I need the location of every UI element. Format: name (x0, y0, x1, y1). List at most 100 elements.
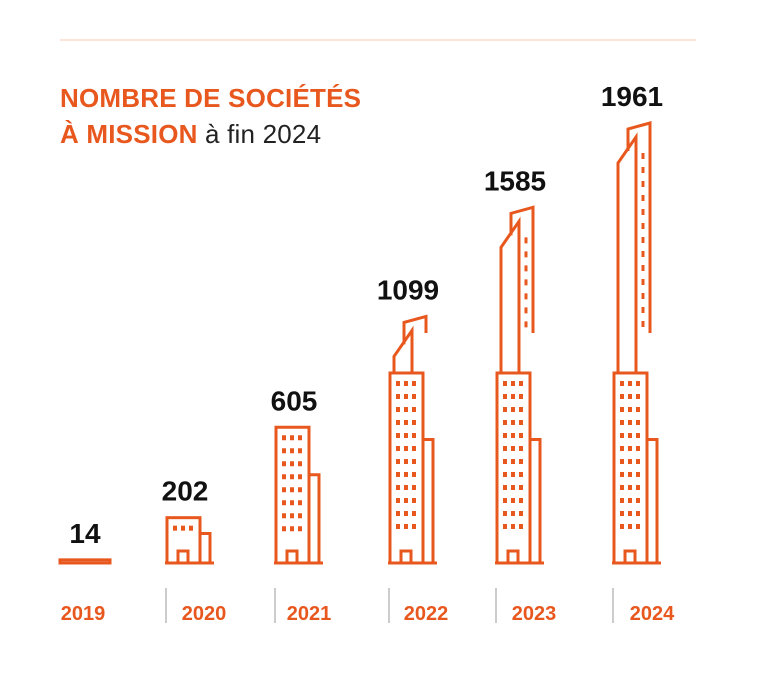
year-label-2019: 2019 (61, 603, 106, 625)
building-window (511, 433, 515, 438)
building-window (404, 498, 408, 503)
building-window (298, 513, 302, 519)
building-window (396, 433, 400, 438)
building-window (636, 472, 640, 477)
building-window (290, 526, 294, 532)
value-label-2024: 1961 (601, 81, 663, 112)
building-tower-right (509, 205, 535, 333)
building-window (636, 407, 640, 412)
building-window (298, 461, 302, 467)
building-window (503, 511, 507, 516)
building-window (404, 524, 408, 529)
building-window (636, 459, 640, 464)
building-window (412, 485, 416, 490)
building-door (506, 549, 520, 565)
building-window (511, 511, 515, 516)
building-main-block (495, 371, 532, 565)
building-window (282, 500, 286, 506)
bar-building-2023 (495, 205, 544, 565)
building-window (404, 433, 408, 438)
building-window (636, 394, 640, 399)
building-window (519, 381, 523, 386)
building-window (412, 446, 416, 451)
title-line-2-rest: à fin 2024 (197, 119, 322, 149)
building-window (396, 446, 400, 451)
building-window (503, 472, 507, 477)
building-window (511, 381, 515, 386)
building-window (298, 474, 302, 480)
year-label-2023: 2023 (512, 603, 557, 625)
building-window (503, 394, 507, 399)
building-window (396, 485, 400, 490)
building-window (519, 485, 523, 490)
building-window (503, 485, 507, 490)
value-label-2022: 1099 (377, 274, 439, 305)
building-window (628, 524, 632, 529)
building-window (628, 485, 632, 490)
value-label-2020: 202 (162, 476, 209, 507)
title-line-1: NOMBRE DE SOCIÉTÉS (60, 83, 362, 113)
bar-building-2022 (388, 314, 437, 565)
building-window (628, 381, 632, 386)
year-label-2020: 2020 (182, 603, 227, 625)
building-window (511, 485, 515, 490)
building-window (511, 446, 515, 451)
building-window (636, 433, 640, 438)
building-window (620, 407, 624, 412)
building-window (620, 485, 624, 490)
value-label-2021: 605 (271, 385, 318, 416)
year-label-2024: 2024 (630, 603, 675, 625)
building-window (620, 420, 624, 425)
building-window (620, 524, 624, 529)
building-window (628, 407, 632, 412)
building-window (282, 435, 286, 441)
building-window (620, 498, 624, 503)
building-window (396, 420, 400, 425)
bar-building-2021 (274, 425, 323, 565)
building-annex (530, 438, 542, 563)
building-window (620, 511, 624, 516)
building-window (636, 420, 640, 425)
building-window (298, 500, 302, 506)
building-window (503, 459, 507, 464)
building-window (404, 446, 408, 451)
building-window (636, 511, 640, 516)
building-window (298, 448, 302, 454)
building-window (511, 394, 515, 399)
building-window (290, 435, 294, 441)
building-window (519, 459, 523, 464)
building-window (404, 485, 408, 490)
building-window (298, 435, 302, 441)
year-label-2021: 2021 (287, 603, 332, 625)
building-window (404, 381, 408, 386)
building-main-block (612, 371, 649, 565)
building-window (519, 498, 523, 503)
building-window (503, 420, 507, 425)
building-base (58, 558, 112, 565)
building-window (412, 407, 416, 412)
building-window (404, 407, 408, 412)
building-window (519, 511, 523, 516)
building-window (396, 524, 400, 529)
building-door (623, 549, 637, 565)
building-annex (647, 438, 659, 563)
building-window (628, 394, 632, 399)
top-divider (60, 39, 696, 41)
building-window (412, 420, 416, 425)
building-window (519, 394, 523, 399)
building-window (396, 459, 400, 464)
building-window (290, 500, 294, 506)
building-window (519, 446, 523, 451)
building-main-block (388, 371, 425, 565)
building-tower-right (626, 121, 652, 333)
title-line-2: À MISSION à fin 2024 (60, 116, 361, 152)
building-window (404, 394, 408, 399)
building-window (636, 381, 640, 386)
building-tower-left (616, 132, 638, 373)
building-window (503, 446, 507, 451)
building-window (412, 524, 416, 529)
building-window (511, 524, 515, 529)
building-window (282, 448, 286, 454)
year-label-2022: 2022 (404, 603, 449, 625)
